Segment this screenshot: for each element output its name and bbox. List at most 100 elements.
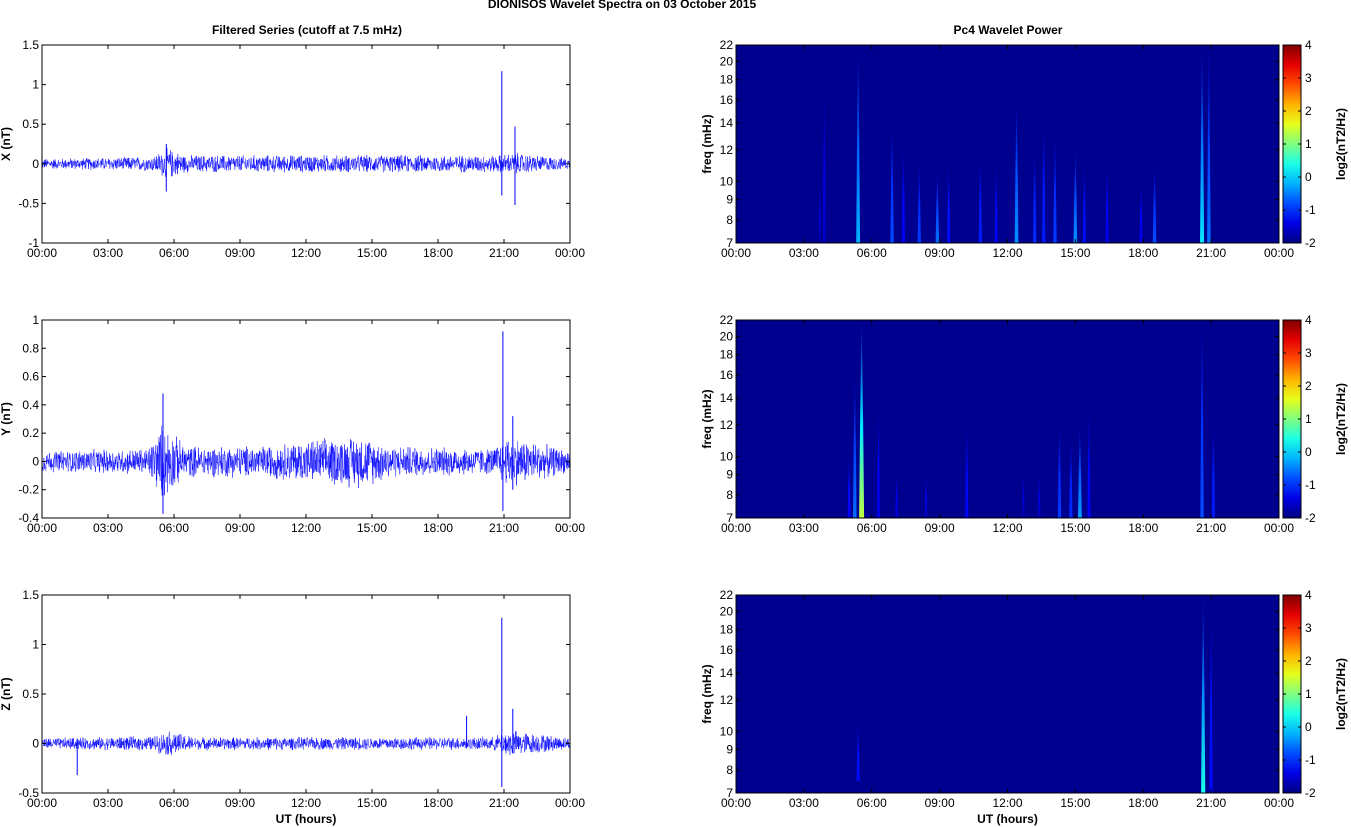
x-tick-label: 09:00 [225,246,255,260]
y-tick-label: -0.2 [18,483,39,497]
x-tick-label: 06:00 [159,796,189,810]
y-tick-label: 9 [726,193,733,207]
x-tick-label: 03:00 [93,246,123,260]
plot-area [42,45,570,243]
wavelet-feature [1200,45,1205,243]
x-tick-label: 00:00 [1264,521,1294,535]
wavelet-feature [1201,595,1206,793]
y-tick-label: 1 [32,78,39,92]
x-tick-label: 15:00 [357,521,387,535]
colorbar-tick-label: 0 [1305,720,1312,734]
x-tick-label: 06:00 [857,521,887,535]
wavelet-feature [1037,474,1041,518]
colorbar-tick-label: 4 [1305,588,1312,602]
plot-area [42,595,570,793]
colorbar-tick-label: -1 [1305,203,1316,217]
x-axis-label: UT (hours) [276,812,337,826]
x-tick-label: 03:00 [789,521,819,535]
y-axis-label: freq (mHz) [700,664,714,723]
y-tick-label: 10 [720,449,734,463]
wavelet-feature [1033,149,1037,243]
x-axis-label: UT (hours) [977,812,1038,826]
y-tick-label: 12 [720,418,734,432]
wavelet-feature [924,474,928,518]
x-tick-label: 09:00 [925,246,955,260]
x-tick-label: 21:00 [489,246,519,260]
y-tick-label: 18 [720,73,734,87]
x-tick-label: 21:00 [1196,796,1226,810]
x-tick-label: 12:00 [992,521,1022,535]
x-tick-label: 06:00 [857,246,887,260]
y-tick-label: 1 [32,313,39,327]
wavelet-feature [877,411,880,518]
wavelet-feature [856,45,861,243]
wavelet-feature [1200,320,1204,518]
colorbar-tick-label: 4 [1305,38,1312,52]
x-tick-label: 15:00 [1060,521,1090,535]
x-tick-label: 18:00 [1128,521,1158,535]
y-tick-label: -1 [28,236,39,250]
wavelet-feature [1207,45,1211,243]
x-tick-label: 18:00 [1128,796,1158,810]
y-tick-label: 14 [720,666,734,680]
colorbar-tick-label: 3 [1305,346,1312,360]
colorbar-tick-label: -1 [1305,478,1316,492]
y-axis-label: Z (nT) [0,677,13,710]
y-tick-label: 20 [720,329,734,343]
x-tick-label: 18:00 [423,521,453,535]
y-tick-label: 18 [720,348,734,362]
y-tick-label: 22 [720,313,734,327]
wavelet-feature [901,149,905,243]
series-trace [42,147,570,177]
wavelet-feature [994,164,998,243]
colorbar-tick-label: -1 [1305,753,1316,767]
colorbar-label: log2(nT2/Hz) [1334,108,1348,180]
x-tick-label: 15:00 [357,246,387,260]
y-tick-label: 20 [720,604,734,618]
x-tick-label: 15:00 [1060,246,1090,260]
x-tick-label: 12:00 [992,796,1022,810]
x-tick-label: 09:00 [925,521,955,535]
y-tick-label: 10 [720,724,734,738]
x-tick-label: 09:00 [225,521,255,535]
y-tick-label: 16 [720,643,734,657]
y-tick-label: 1 [32,638,39,652]
y-tick-label: 7 [726,236,733,250]
x-tick-label: 03:00 [789,796,819,810]
y-tick-label: 9 [726,468,733,482]
y-tick-label: -0.5 [18,196,39,210]
x-tick-label: 06:00 [159,246,189,260]
wavelet-feature [1211,424,1215,518]
y-tick-label: 0.8 [22,341,39,355]
x-tick-label: 06:00 [159,521,189,535]
x-tick-label: 21:00 [489,796,519,810]
y-tick-label: 0.5 [22,687,39,701]
heatmap-background [736,45,1279,243]
x-tick-label: 03:00 [93,521,123,535]
y-tick-label: 0 [32,454,39,468]
x-tick-label: 00:00 [721,521,751,535]
wavelet-feature [818,181,822,243]
colorbar-tick-label: 1 [1305,687,1312,701]
x-tick-label: 00:00 [27,521,57,535]
x-tick-label: 21:00 [1196,521,1226,535]
y-axis-label: Y (nT) [0,402,13,436]
colorbar-tick-label: -2 [1305,786,1316,800]
x-tick-label: 00:00 [27,796,57,810]
series-trace [42,730,570,755]
x-tick-label: 00:00 [1264,246,1294,260]
x-tick-label: 06:00 [857,796,887,810]
figure-title: DIONISOS Wavelet Spectra on 03 October 2… [488,0,757,11]
panels: -1 -0.5 0 0.5 1 1.5 X (nT) 00:00 03:00 06:00 09:00… [0,38,1348,826]
y-tick-label: 14 [720,116,734,130]
colorbar-tick-label: 2 [1305,654,1312,668]
x-tick-label: 12:00 [291,246,321,260]
right-column-title: Pc4 Wavelet Power [954,23,1063,37]
x-tick-label: 12:00 [992,246,1022,260]
series-trace [42,425,570,496]
x-tick-label: 09:00 [925,796,955,810]
wavelet-feature [1087,411,1091,518]
